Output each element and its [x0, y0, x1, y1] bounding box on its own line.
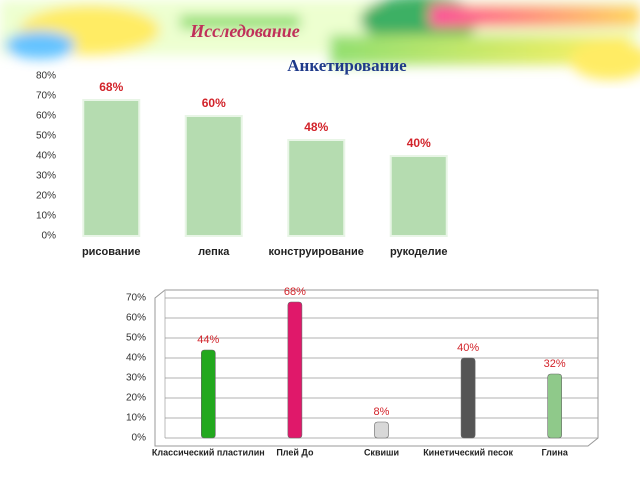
value-label: 44% — [197, 334, 219, 346]
value-label: 8% — [374, 406, 390, 418]
y-tick-label: 80% — [36, 71, 56, 82]
bar — [460, 357, 476, 439]
y-tick-label: 30% — [36, 171, 56, 182]
value-label: 48% — [304, 120, 328, 134]
y-tick-label: 40% — [126, 353, 146, 364]
x-tick-label: конструирование — [269, 246, 364, 258]
decoration — [0, 0, 640, 80]
y-tick-label: 60% — [36, 111, 56, 122]
value-label: 60% — [202, 96, 226, 110]
x-tick-label: Кинетический песок — [423, 447, 513, 457]
x-tick-label: лепка — [198, 246, 230, 258]
bar — [287, 139, 346, 237]
y-tick-label: 30% — [126, 373, 146, 384]
value-label: 32% — [544, 358, 566, 370]
y-tick-label: 10% — [126, 413, 146, 424]
x-tick-label: Плей До — [276, 447, 314, 457]
y-tick-label: 50% — [36, 131, 56, 142]
value-label: 68% — [284, 286, 306, 298]
value-label: 68% — [99, 80, 123, 94]
bar — [82, 99, 141, 237]
y-tick-label: 70% — [36, 91, 56, 102]
y-tick-label: 0% — [42, 231, 57, 242]
bar — [184, 115, 243, 237]
y-tick-label: 50% — [126, 333, 146, 344]
y-tick-label: 60% — [126, 313, 146, 324]
bar — [201, 349, 216, 439]
x-tick-label: рисование — [82, 246, 141, 258]
x-tick-label: Классический пластилин — [152, 447, 265, 457]
value-label: 40% — [457, 342, 479, 354]
subtitle: Анкетирование — [287, 56, 407, 75]
bar — [374, 421, 389, 439]
y-tick-label: 0% — [132, 433, 147, 444]
title: Исследование — [189, 21, 300, 41]
y-tick-label: 20% — [126, 393, 146, 404]
y-tick-label: 70% — [126, 293, 146, 304]
bar — [547, 373, 563, 439]
x-tick-label: Сквиши — [364, 447, 399, 457]
bar — [287, 301, 303, 439]
x-tick-label: Глина — [542, 447, 569, 457]
y-tick-label: 10% — [36, 211, 56, 222]
x-tick-label: рукоделие — [390, 246, 448, 258]
y-tick-label: 40% — [36, 151, 56, 162]
value-label: 40% — [407, 136, 431, 150]
y-tick-label: 20% — [36, 191, 56, 202]
bar — [389, 155, 448, 237]
